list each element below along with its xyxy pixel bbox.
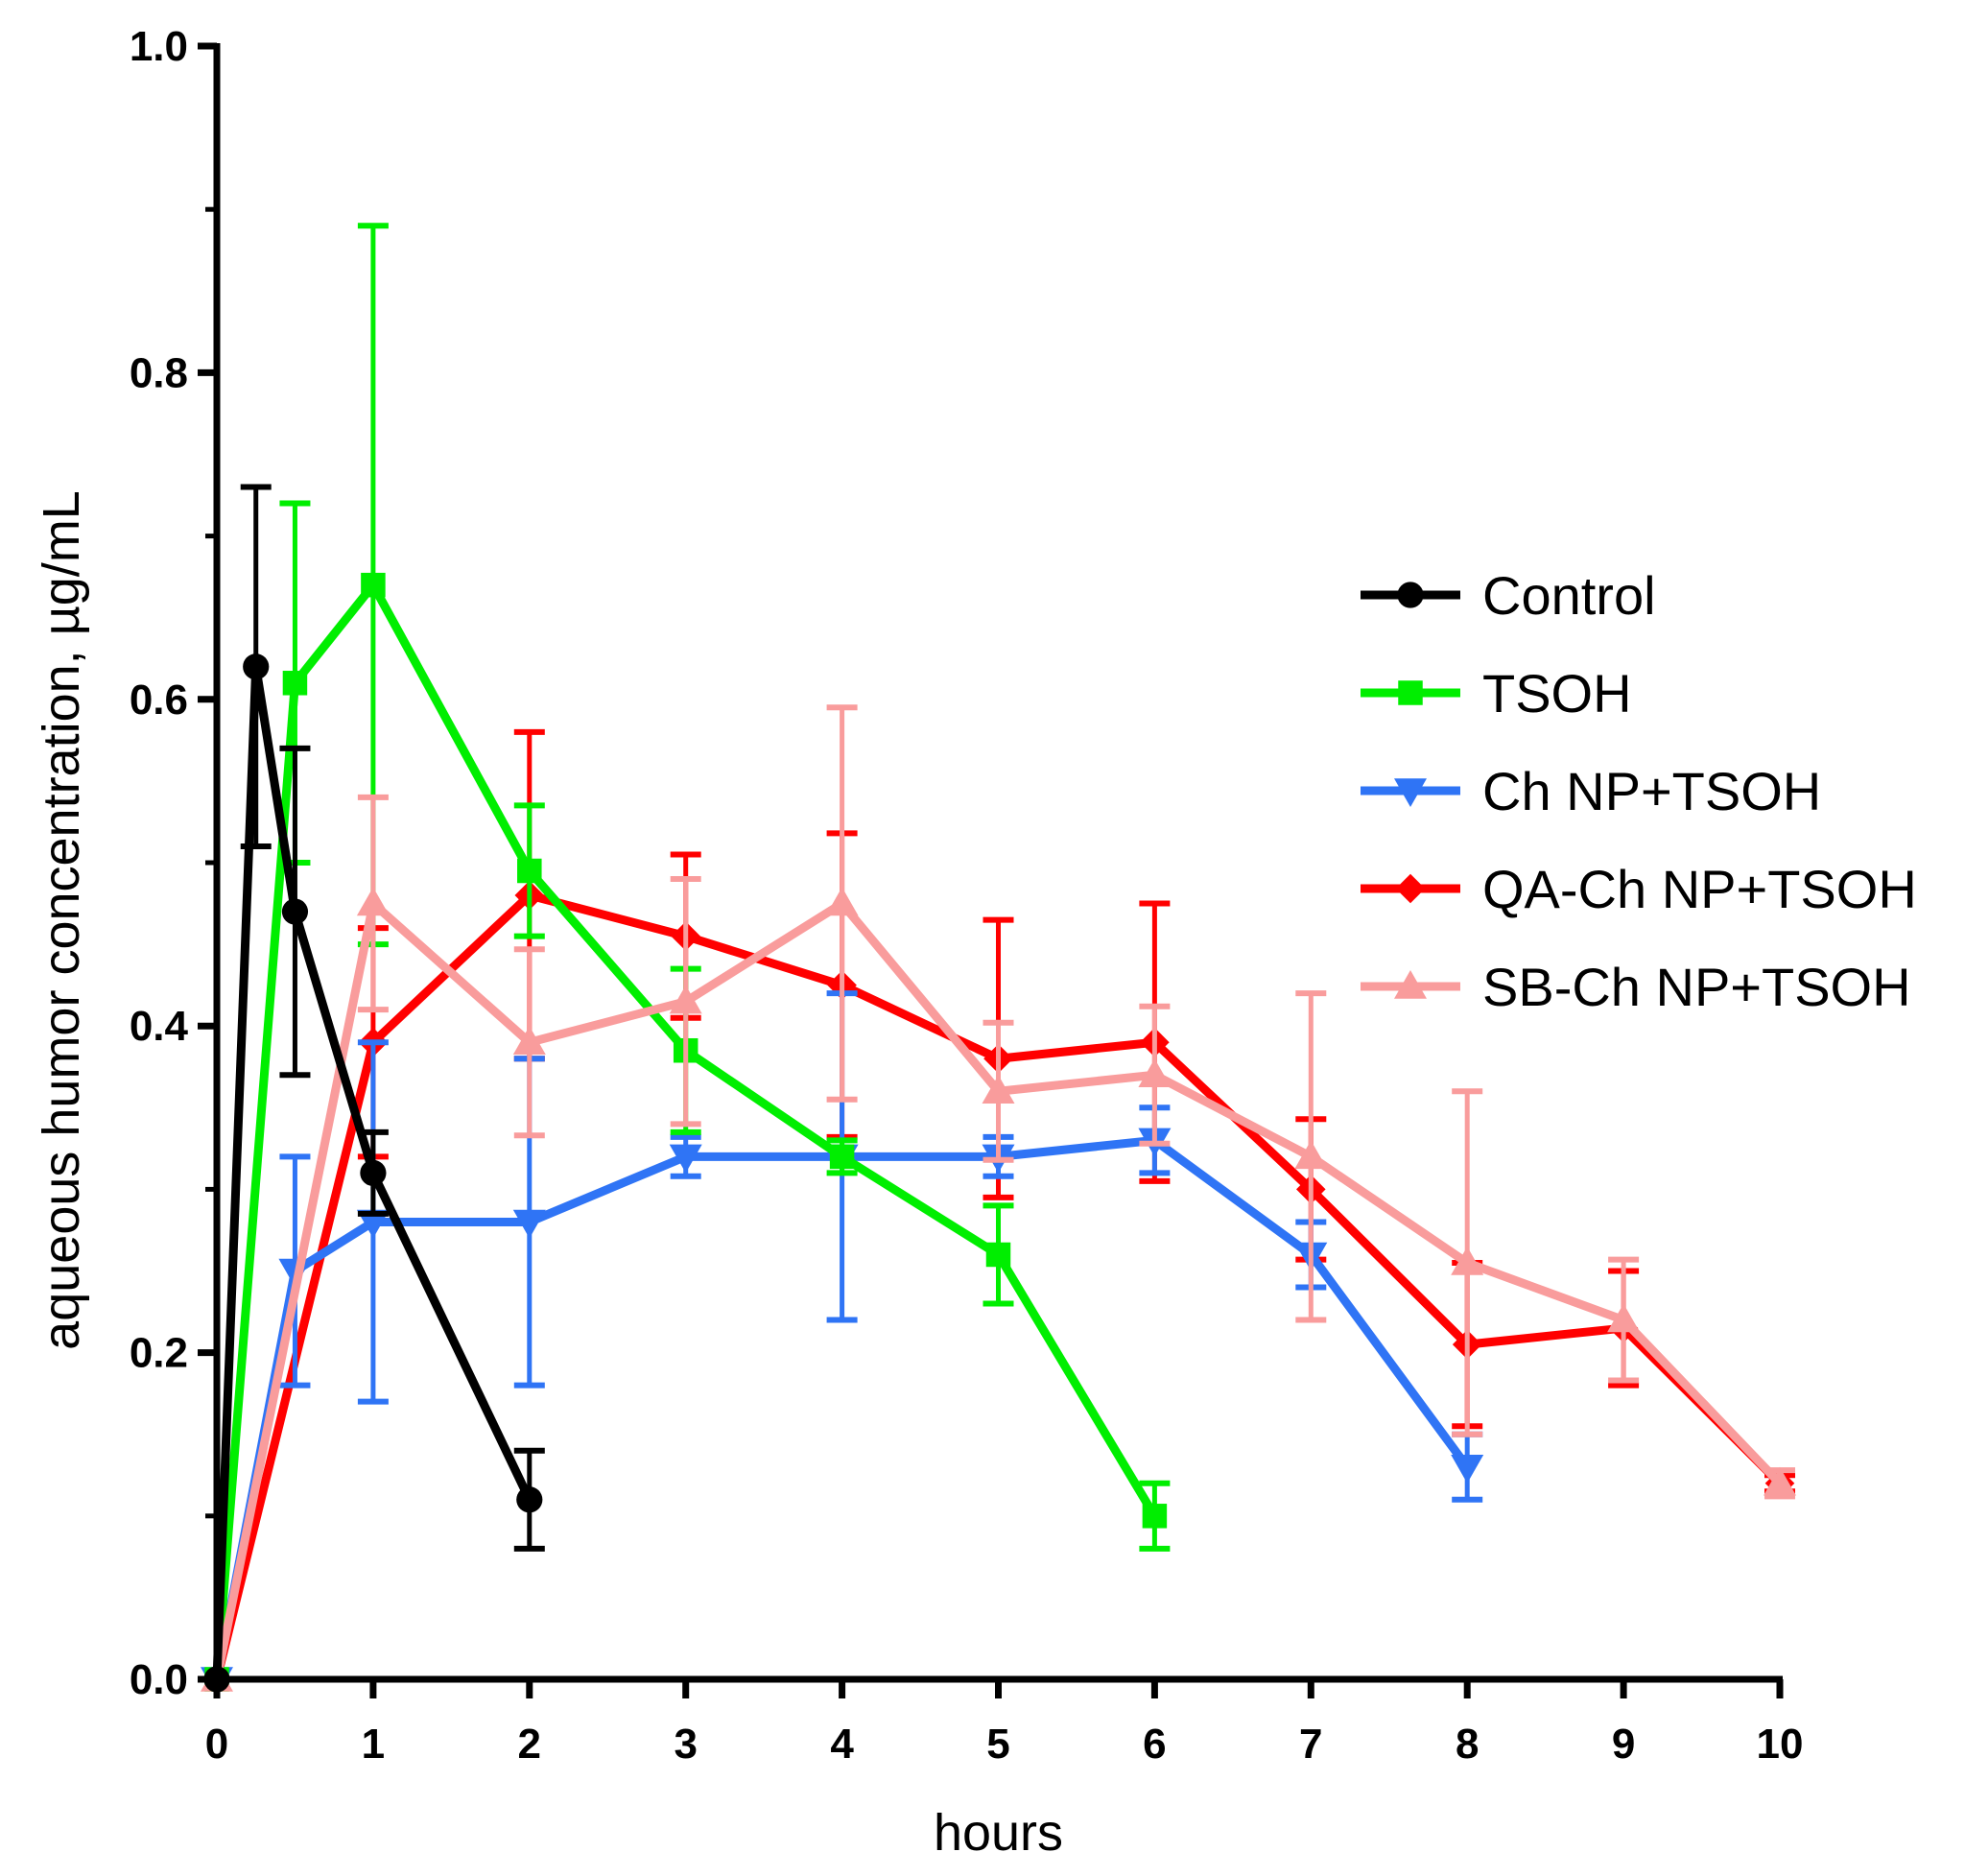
- legend: Control TSOH Ch NP+TSOH QA-Ch NP+TSOH SB-Ch …: [1361, 565, 1917, 1017]
- x-axis-title: hours: [934, 1804, 1063, 1862]
- x-tick-label: 10: [1757, 1721, 1804, 1768]
- data-point: [1451, 1454, 1484, 1484]
- data-point: [512, 1209, 546, 1239]
- x-tick-label: 0: [205, 1721, 228, 1768]
- y-tick-label: 0.8: [130, 349, 188, 396]
- x-tick-label: 8: [1456, 1721, 1479, 1768]
- data-point: [356, 1209, 390, 1239]
- data-point: [512, 1026, 546, 1055]
- data-point: [829, 1144, 855, 1170]
- data-point: [982, 1075, 1015, 1104]
- legend-item: Ch NP+TSOH: [1361, 761, 1821, 821]
- x-tick-label: 9: [1612, 1721, 1635, 1768]
- y-tick-label: 1.0: [130, 23, 188, 70]
- data-point: [356, 887, 390, 916]
- data-point: [1451, 1246, 1484, 1275]
- legend-item: TSOH: [1361, 663, 1632, 724]
- data-point: [825, 887, 859, 916]
- data-point: [1142, 1504, 1168, 1529]
- legend-marker: [1395, 873, 1426, 904]
- series-control: [203, 484, 545, 1693]
- x-tick-label: 6: [1143, 1721, 1166, 1768]
- legend-marker: [1398, 680, 1423, 705]
- legend-label: SB-Ch NP+TSOH: [1482, 957, 1911, 1017]
- data-point: [985, 1242, 1011, 1268]
- data-point: [669, 985, 702, 1014]
- y-tick-label: 0.2: [130, 1330, 188, 1377]
- data-point: [1294, 1140, 1328, 1170]
- data-point: [517, 858, 542, 884]
- data-point: [1138, 1058, 1172, 1088]
- legend-marker: [1394, 778, 1427, 807]
- ticks: 0.0 0.2 0.4 0.6 0.8 1.0 0 1 2 3 4 5 6 7 8 9 10: [130, 23, 1804, 1768]
- y-axis-title: aqueous humor concentration, µg/mL: [33, 490, 90, 1350]
- x-tick-label: 1: [362, 1721, 385, 1768]
- legend-item: SB-Ch NP+TSOH: [1361, 957, 1911, 1017]
- data-point: [282, 671, 308, 696]
- series-line: [212, 1135, 1471, 1680]
- x-tick-label: 7: [1299, 1721, 1322, 1768]
- legend-item: QA-Ch NP+TSOH: [1361, 859, 1917, 919]
- data-point: [281, 898, 309, 925]
- series-line: [212, 581, 1159, 1680]
- x-tick-label: 3: [674, 1721, 697, 1768]
- data-point: [361, 572, 386, 598]
- series-tsoh: [204, 223, 1171, 1692]
- legend-label: Control: [1482, 565, 1656, 626]
- data-point: [360, 1159, 387, 1186]
- legend-marker: [1397, 582, 1424, 608]
- y-tick-label: 0.6: [130, 677, 188, 724]
- data-point: [516, 1486, 543, 1513]
- y-tick-label: 0.4: [130, 1003, 189, 1050]
- legend-label: QA-Ch NP+TSOH: [1482, 859, 1917, 919]
- data-point: [669, 1144, 702, 1174]
- data-point: [1764, 1466, 1796, 1496]
- data-point: [1607, 1303, 1641, 1333]
- series-sb-ch-np-tsoh: [201, 704, 1796, 1692]
- x-tick-label: 5: [986, 1721, 1009, 1768]
- legend-marker: [1394, 970, 1427, 999]
- legend-label: TSOH: [1482, 663, 1632, 724]
- data-point: [243, 653, 270, 680]
- legend-label: Ch NP+TSOH: [1482, 761, 1821, 821]
- series-group: [201, 223, 1796, 1696]
- y-tick-label: 0.0: [130, 1656, 188, 1703]
- legend-item: Control: [1361, 565, 1656, 626]
- x-tick-label: 4: [830, 1721, 854, 1768]
- x-tick-label: 2: [518, 1721, 541, 1768]
